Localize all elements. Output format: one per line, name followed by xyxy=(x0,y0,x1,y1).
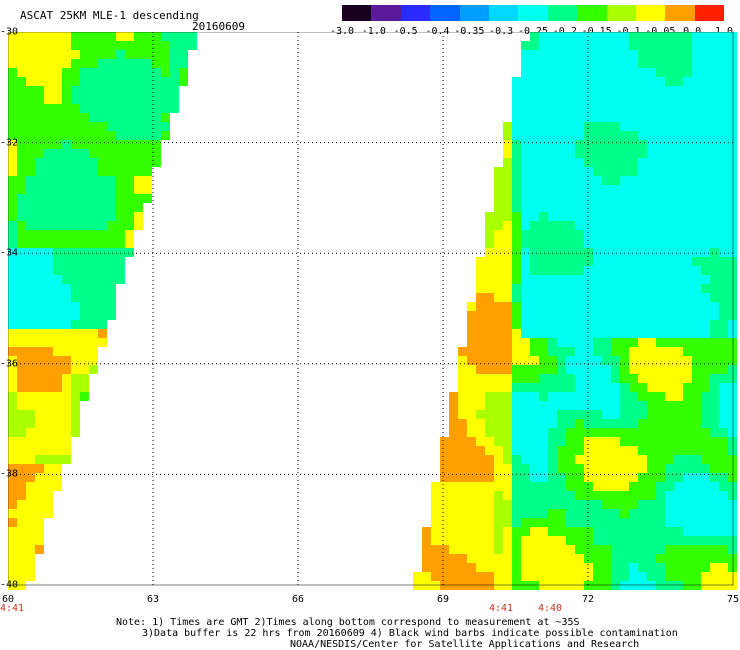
colorbar-segment xyxy=(577,5,607,21)
colorbar-segment xyxy=(488,5,519,21)
swath-time-2: 4:41 xyxy=(488,603,514,614)
y-tick-label: -36 xyxy=(0,358,19,370)
colorbar-segment xyxy=(665,5,695,21)
x-tick-label: 72 xyxy=(581,594,595,605)
x-tick-label: 75 xyxy=(726,594,740,605)
colorbar-tick-label: -0.1 xyxy=(616,26,641,37)
colorbar-tick-label: -0.3 xyxy=(489,26,514,37)
note-line-3: NOAA/NESDIS/Center for Satellite Applica… xyxy=(290,639,640,650)
colorbar-segment xyxy=(459,5,489,21)
colorbar-tick-label: -0.05 xyxy=(645,26,676,37)
colorbar-tick-label: -0.15 xyxy=(581,26,612,37)
colorbar-segment xyxy=(430,5,460,21)
x-tick-label: 69 xyxy=(436,594,450,605)
colorbar-segment xyxy=(371,5,401,21)
colorbar-segment xyxy=(606,5,636,21)
colorbar-tick-label: -0.2 xyxy=(552,26,577,37)
note-line-2: 3)Data buffer is 22 hrs from 20160609 4)… xyxy=(142,628,678,639)
swath-time-3: 4:40 xyxy=(537,603,563,614)
colorbar-tick-label: -0.4 xyxy=(425,26,450,37)
colorbar-tick-label: 1.0 xyxy=(714,26,734,37)
colorbar-segment xyxy=(400,5,431,21)
title: ASCAT 25KM MLE-1 descending xyxy=(20,9,199,22)
colorbar-segment xyxy=(342,5,372,21)
colorbar-tick-label: -0.25 xyxy=(517,26,549,37)
colorbar-tick-label: -3.0 xyxy=(329,26,355,37)
colorbar-tick-label: -0.5 xyxy=(393,26,418,37)
y-tick-label: -34 xyxy=(0,247,19,259)
x-tick-label: 63 xyxy=(146,594,160,605)
y-tick-label: -38 xyxy=(0,468,19,480)
date-label: 20160609 xyxy=(192,20,245,33)
y-tick-label: -40 xyxy=(0,579,19,591)
colorbar-segment xyxy=(547,5,578,21)
note-line-1: Note: 1) Times are GMT 2)Times along bot… xyxy=(116,617,580,628)
x-tick-label: 60 xyxy=(1,594,15,605)
swath-time-1: 4:41 xyxy=(0,603,25,614)
colorbar xyxy=(342,5,725,21)
colorbar-segment xyxy=(635,5,666,21)
colorbar-segment xyxy=(518,5,548,21)
colorbar-tick-label: 0.0 xyxy=(683,26,702,37)
x-tick-label: 66 xyxy=(291,594,305,605)
colorbar-segment xyxy=(694,5,725,21)
colorbar-tick-label: -1.0 xyxy=(361,26,386,37)
y-tick-label: -32 xyxy=(0,137,19,149)
colorbar-labels: -3.0 -1.0 -0.5 -0.4 -0.35 -0.3 -0.25 -0.2 -0.15-… xyxy=(330,26,733,38)
colorbar-tick-label: -0.35 xyxy=(454,26,485,37)
map-plot xyxy=(8,32,737,590)
y-tick-label: -30 xyxy=(0,26,19,38)
